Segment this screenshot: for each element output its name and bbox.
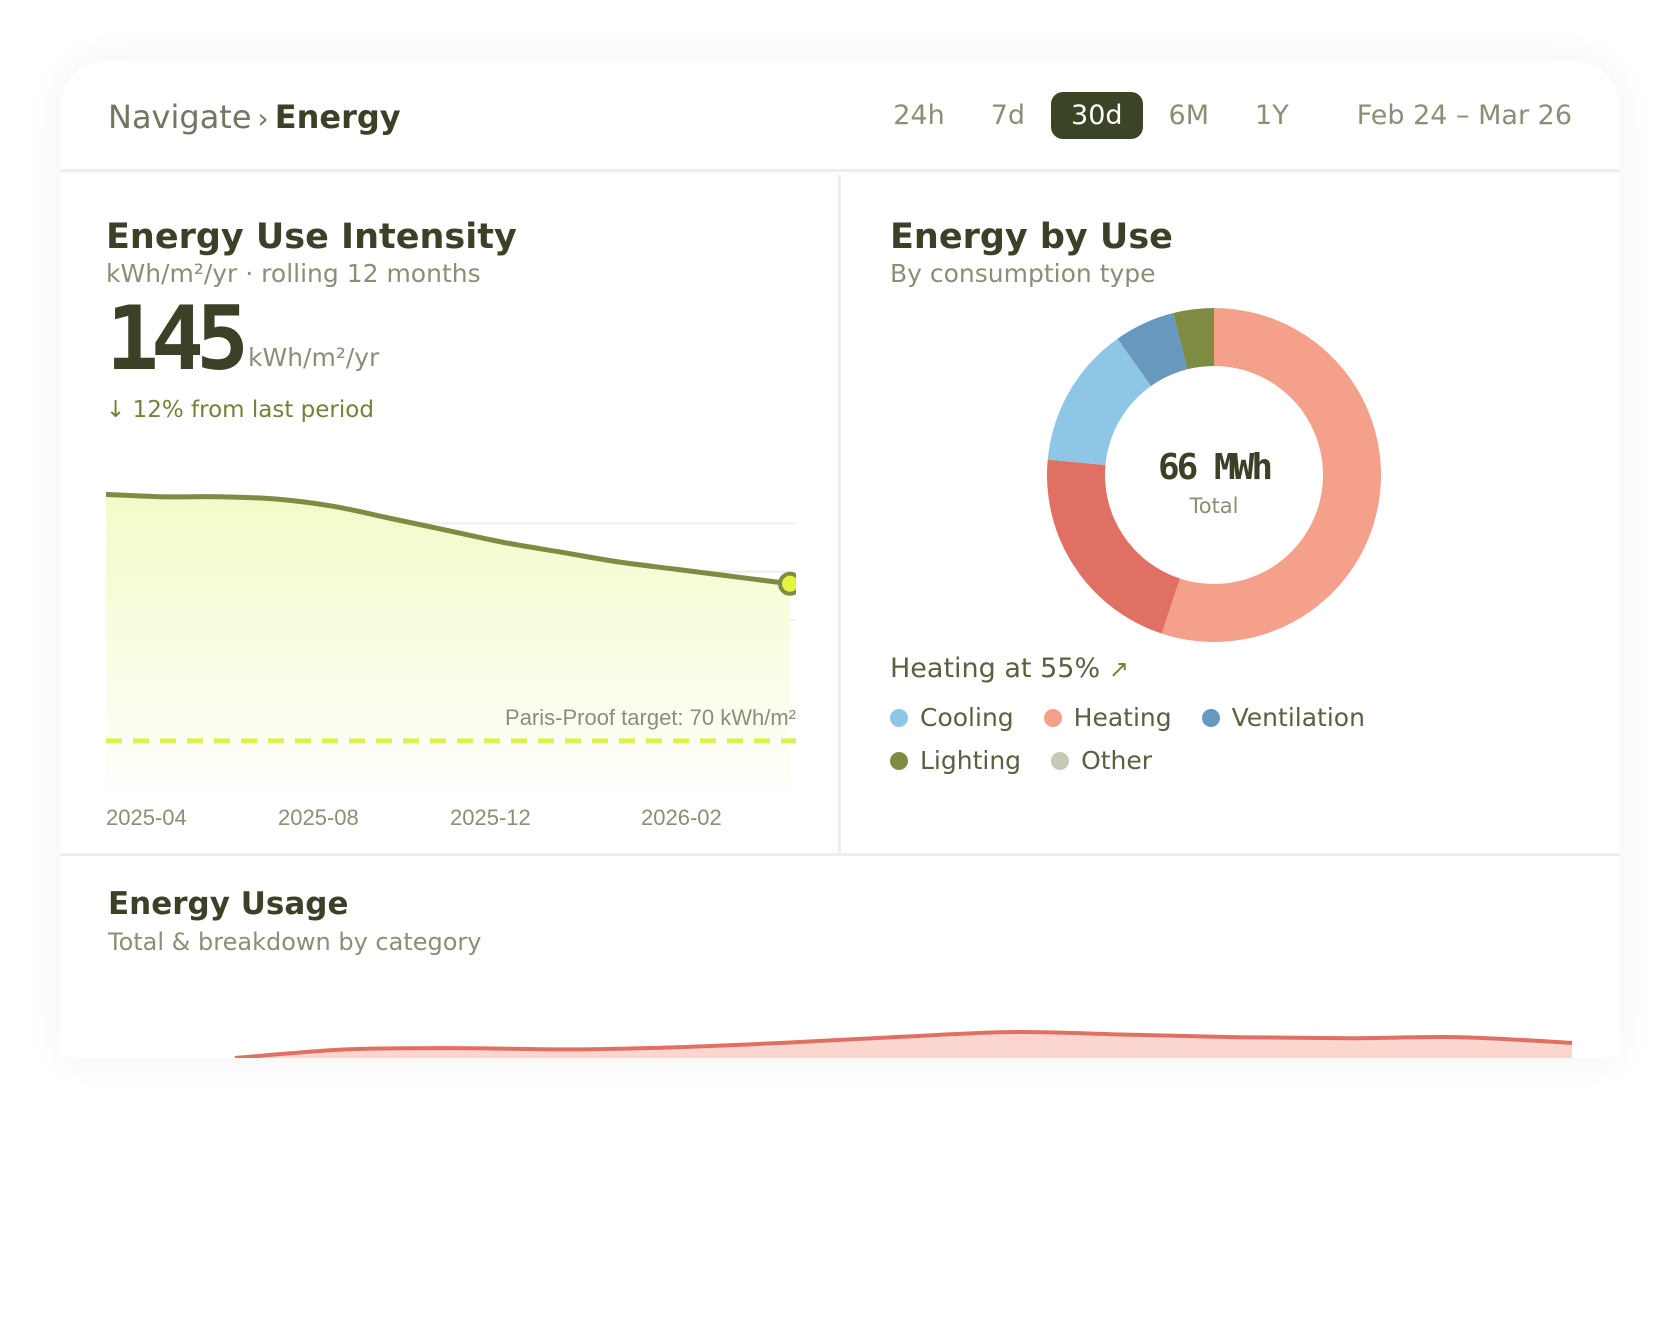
legend-item-cooling[interactable]: Cooling xyxy=(890,703,1014,732)
arrow-up-right-icon: ↗ xyxy=(1108,655,1129,683)
legend-label: Ventilation xyxy=(1231,703,1365,732)
eui-x-tick-label: 2025-04 xyxy=(106,805,187,825)
eui-area-fill xyxy=(106,494,790,805)
eui-title: Energy Use Intensity xyxy=(106,217,517,257)
heating-insight: Heating at 55% ↗ xyxy=(890,653,1129,684)
legend-dot-icon xyxy=(890,751,908,770)
energy-usage-subtitle: Total & breakdown by category xyxy=(108,928,482,956)
legend-item-ventilation[interactable]: Ventilation xyxy=(1201,703,1365,732)
donut-slice-cooling[interactable] xyxy=(1047,338,1152,465)
legend-label: Other xyxy=(1081,746,1153,775)
breadcrumb: Navigate › Energy xyxy=(108,98,401,136)
eui-unit: kWh/m²/yr xyxy=(248,343,380,372)
donut-slice-heating[interactable] xyxy=(1161,308,1381,642)
energy-usage-panel: Energy Usage Total & breakdown by catego… xyxy=(60,853,1620,1058)
insight-text: Heating at 55% xyxy=(890,653,1101,684)
range-7d-button[interactable]: 7d xyxy=(990,99,1026,131)
page-header: Navigate › Energy 24h 7d 30d 6M 1Y Feb 24 … xyxy=(60,60,1620,172)
eui-x-tick-label: 2025-12 xyxy=(450,805,531,825)
eui-x-tick-label: 2026-02 xyxy=(641,805,722,825)
eui-area-chart[interactable]: Paris-Proof target: 70 kWh/m² 2025-04 202… xyxy=(106,465,796,825)
eui-subtitle: kWh/m²/yr · rolling 12 months xyxy=(106,259,481,288)
legend-dot-icon xyxy=(1043,708,1062,727)
eui-delta: ↓ 12% from last period xyxy=(106,397,374,423)
donut-slice-lighting[interactable] xyxy=(1173,308,1214,370)
time-range-selector: 24h 7d 30d 6M 1Y Feb 24 – Mar 26 xyxy=(867,90,1572,140)
legend-item-heating[interactable]: Heating xyxy=(1043,703,1172,732)
legend-dot-icon xyxy=(1051,751,1070,770)
donut-total-label: Total xyxy=(1188,494,1238,518)
breadcrumb-current: Energy xyxy=(274,98,401,136)
eui-panel: Energy Use Intensity kWh/m²/yr · rolling… xyxy=(60,175,841,853)
eui-value: 145 xyxy=(106,287,249,390)
energy-dashboard-card: Navigate › Energy 24h 7d 30d 6M 1Y Feb 24 … xyxy=(60,60,1620,1058)
legend-label: Heating xyxy=(1073,703,1172,732)
eui-series-line xyxy=(106,491,791,587)
breadcrumb-separator: › xyxy=(257,102,269,135)
energy-donut-chart[interactable]: 66 MWh Total xyxy=(1044,305,1384,645)
legend-item-other[interactable]: Other xyxy=(1051,746,1152,775)
donut-total-value: 66 MWh xyxy=(1158,447,1270,488)
breadcrumb-parent-link[interactable]: Navigate xyxy=(108,98,252,136)
eui-latest-point[interactable] xyxy=(778,571,796,596)
legend-item-lighting[interactable]: Lighting xyxy=(890,746,1021,775)
donut-slice-heating-dark[interactable] xyxy=(1047,459,1180,634)
legend-dot-icon xyxy=(1201,708,1220,727)
energy-usage-chart[interactable] xyxy=(60,1006,1620,1058)
donut-legend: Cooling Heating Ventilation Lighting Oth… xyxy=(890,703,1550,789)
range-1y-button[interactable]: 1Y xyxy=(1255,99,1289,131)
eui-target-label: Paris-Proof target: 70 kWh/m² xyxy=(505,705,796,730)
range-24h-button[interactable]: 24h xyxy=(893,99,945,131)
range-30d-button[interactable]: 30d xyxy=(1051,91,1143,139)
legend-label: Cooling xyxy=(920,703,1014,732)
legend-label: Lighting xyxy=(920,746,1022,775)
energy-by-use-subtitle: By consumption type xyxy=(890,259,1156,288)
date-range-picker[interactable]: Feb 24 – Mar 26 xyxy=(1356,99,1572,131)
usage-heating-line xyxy=(234,1029,1573,1058)
legend-dot-icon xyxy=(890,708,908,727)
donut-slice-ventilation[interactable] xyxy=(1117,313,1188,387)
energy-by-use-title: Energy by Use xyxy=(890,217,1173,257)
range-6m-button[interactable]: 6M xyxy=(1168,99,1210,131)
energy-usage-title: Energy Usage xyxy=(108,886,349,922)
energy-by-use-panel: Energy by Use By consumption type 66 MWh… xyxy=(844,175,1620,853)
eui-x-tick-label: 2025-08 xyxy=(278,805,359,825)
